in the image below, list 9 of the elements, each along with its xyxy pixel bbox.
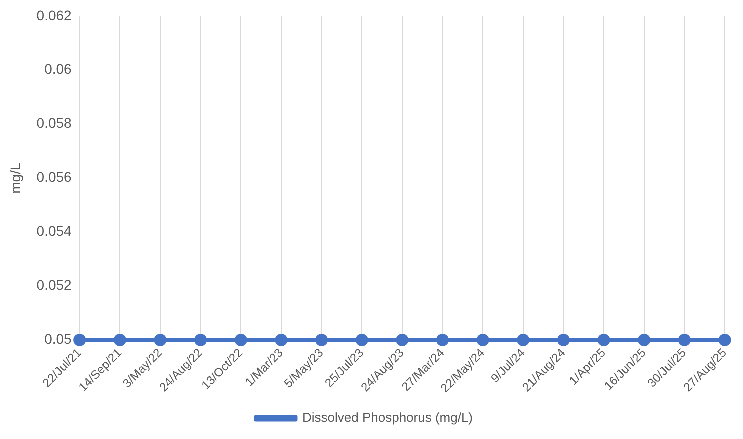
y-tick-label: 0.06 xyxy=(44,61,72,78)
y-tick-label: 0.058 xyxy=(36,115,72,132)
y-tick-label: 0.05 xyxy=(44,331,72,348)
legend-label: Dissolved Phosphorus (mg/L) xyxy=(302,410,474,426)
y-axis-title: mg/L xyxy=(7,162,24,194)
y-tick-label: 0.052 xyxy=(36,277,72,294)
y-tick-label: 0.054 xyxy=(36,223,72,240)
y-tick-label: 0.062 xyxy=(36,7,72,24)
y-tick-label: 0.056 xyxy=(36,169,72,186)
